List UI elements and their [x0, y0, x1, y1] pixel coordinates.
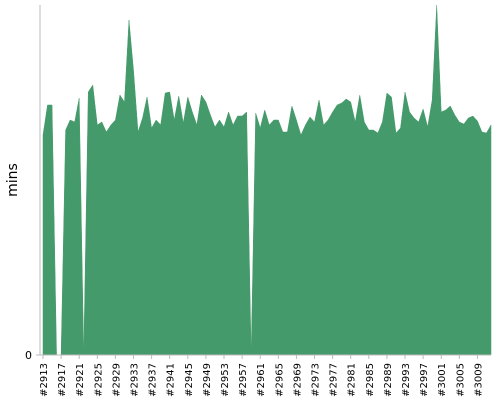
x-tick-label: #2917 — [57, 363, 68, 397]
x-tick-label: #2969 — [292, 363, 303, 397]
x-tick-label: #2961 — [256, 363, 267, 397]
x-tick-label: #2941 — [166, 363, 177, 397]
x-tick-label: #2945 — [184, 363, 195, 397]
x-tick-label: #2913 — [39, 363, 50, 397]
y-tick-label: 0 — [25, 349, 32, 362]
x-tick-label: #2933 — [130, 363, 141, 397]
x-tick-label: #2925 — [93, 363, 104, 397]
x-tick-label: #2993 — [401, 363, 412, 397]
y-axis-label: mins — [5, 163, 21, 197]
x-tick-label: #2985 — [365, 363, 376, 397]
x-tick-label: #2949 — [202, 363, 213, 397]
area — [42, 4, 492, 356]
x-tick-label: #2921 — [75, 363, 86, 397]
x-tick-label: #3001 — [437, 363, 448, 397]
x-tick-label: #2937 — [148, 363, 159, 397]
x-tick-label: #3009 — [473, 363, 484, 397]
x-tick-label: #2977 — [329, 363, 340, 397]
x-tick-label: #2973 — [311, 363, 322, 397]
x-tick-label: #2957 — [238, 363, 249, 397]
x-tick-label: #2953 — [220, 363, 231, 397]
x-tick-label: #2981 — [347, 363, 358, 397]
x-tick-label: #2989 — [383, 363, 394, 397]
x-tick-label: #2997 — [419, 363, 430, 397]
x-tick-label: #2965 — [274, 363, 285, 397]
x-tick-label: #2929 — [111, 363, 122, 397]
x-tick-label: #3005 — [455, 363, 466, 397]
